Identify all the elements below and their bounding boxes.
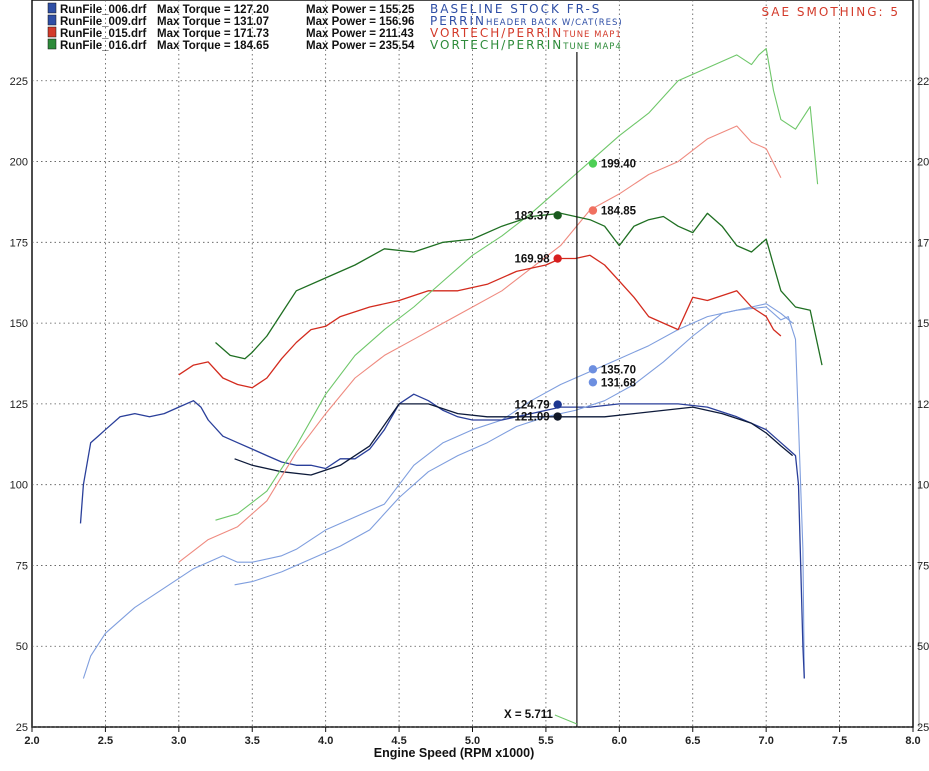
legend-tune: BASELINE STOCK FR-S bbox=[430, 2, 601, 16]
series-line-torque-1 bbox=[79, 393, 805, 679]
x-tick-label: 6.0 bbox=[612, 735, 627, 747]
x-tick-label: 5.0 bbox=[465, 735, 480, 747]
legend-tune-small: HEADER BACK W/CAT(RES) bbox=[486, 18, 623, 28]
x-tick-label: 7.0 bbox=[759, 735, 774, 747]
x-tick-label: 2.0 bbox=[24, 735, 39, 747]
y-tick-label-left: 200 bbox=[10, 157, 28, 169]
value-marker-label: 121.09 bbox=[514, 412, 549, 424]
x-tick-label: 3.0 bbox=[171, 735, 186, 747]
series-line-power-4 bbox=[178, 125, 782, 563]
y-tick-label-right: 200 bbox=[917, 157, 929, 169]
legend-power: Max Power = 156.96 bbox=[306, 16, 414, 28]
value-marker-label: 184.85 bbox=[601, 206, 637, 218]
y-tick-label-left: 50 bbox=[16, 641, 28, 653]
series-line-torque-7 bbox=[215, 212, 823, 366]
value-marker-dot bbox=[553, 400, 562, 409]
legend-file: RunFile_006.drf bbox=[60, 4, 146, 16]
legend-tune-small: TUNE MAP4 bbox=[562, 42, 622, 52]
x-tick-label: 6.5 bbox=[685, 735, 700, 747]
series-line-power-2 bbox=[234, 303, 793, 586]
x-tick-label: 4.0 bbox=[318, 735, 333, 747]
legend-torque: Max Torque = 171.73 bbox=[157, 28, 269, 40]
y-tick-label-left: 100 bbox=[10, 480, 28, 492]
legend-swatch bbox=[47, 2, 57, 14]
y-tick-label-left: 25 bbox=[16, 722, 28, 734]
value-marker-label: 135.70 bbox=[601, 364, 636, 376]
y-tick-label-left: 150 bbox=[10, 318, 28, 330]
y-tick-label-left: 175 bbox=[10, 237, 28, 249]
legend-swatch bbox=[47, 14, 57, 26]
value-marker-label: 169.98 bbox=[514, 254, 550, 266]
cursor-pointer-line bbox=[554, 714, 578, 725]
x-tick-label: 2.5 bbox=[98, 735, 113, 747]
value-marker-dot bbox=[588, 159, 598, 168]
legend-torque: Max Torque = 131.07 bbox=[157, 16, 269, 28]
series-line-power-6 bbox=[215, 47, 819, 521]
legend-entry-runfile-016: RunFile_016.drf Max Torque = 184.65 Max … bbox=[47, 38, 622, 52]
y-tick-label-right: 125 bbox=[917, 399, 929, 411]
legend-entry-runfile-006: RunFile_006.drf Max Torque = 127.20 Max … bbox=[47, 2, 601, 16]
legend-power: Max Power = 235.54 bbox=[306, 40, 415, 52]
axis-ticks: 2.0 2.5 3.0 3.5 4.0 4.5 5.0 5.5 6.0 6.5 7.0 7.5 8.02… bbox=[10, 76, 929, 747]
value-marker-dot bbox=[588, 206, 598, 215]
legend-file: RunFile_015.drf bbox=[60, 28, 146, 40]
y-tick-label-right: 25 bbox=[917, 722, 929, 734]
legend-file: RunFile_016.drf bbox=[60, 40, 146, 52]
legend-tune-main: VORTECH/PERRIN bbox=[430, 38, 563, 52]
legend-tune: PERRINHEADER BACK W/CAT(RES) bbox=[430, 14, 623, 28]
series-lines bbox=[79, 47, 823, 679]
value-marker-label: 124.79 bbox=[514, 400, 549, 412]
legend-tune-main: BASELINE STOCK FR-S bbox=[430, 2, 601, 16]
value-marker-dot bbox=[553, 211, 562, 220]
y-tick-label-left: 125 bbox=[10, 399, 28, 411]
value-marker-label: 199.40 bbox=[601, 158, 636, 170]
x-tick-label: 8.0 bbox=[905, 735, 920, 747]
legend-tune-small: TUNE MAP1 bbox=[562, 30, 622, 40]
value-marker-dot bbox=[553, 254, 562, 263]
value-marker-dot bbox=[588, 365, 598, 374]
series-line-torque-3 bbox=[234, 403, 794, 476]
legend: RunFile_006.drf Max Torque = 127.20 Max … bbox=[47, 2, 623, 52]
legend-entry-runfile-015: RunFile_015.drf Max Torque = 171.73 Max … bbox=[47, 26, 622, 40]
series-line-power-0 bbox=[82, 306, 805, 679]
legend-torque: Max Torque = 184.65 bbox=[157, 40, 270, 52]
y-tick-label-right: 50 bbox=[917, 641, 929, 653]
legend-tune-main: VORTECH/PERRIN bbox=[430, 26, 563, 40]
x-tick-label: 5.5 bbox=[538, 735, 553, 747]
legend-power: Max Power = 155.25 bbox=[306, 4, 415, 16]
legend-tune-main: PERRIN bbox=[430, 14, 486, 28]
value-marker-dot bbox=[553, 412, 562, 421]
legend-power: Max Power = 211.43 bbox=[306, 28, 414, 40]
legend-tune: VORTECH/PERRINTUNE MAP4 bbox=[430, 38, 622, 52]
cursor-label: X = 5.711 bbox=[504, 709, 554, 721]
legend-tune: VORTECH/PERRINTUNE MAP1 bbox=[430, 26, 622, 40]
y-tick-label-right: 150 bbox=[917, 318, 929, 330]
legend-file: RunFile_009.drf bbox=[60, 16, 146, 28]
legend-swatch bbox=[47, 38, 57, 50]
value-marker-label: 183.37 bbox=[514, 210, 549, 222]
x-tick-label: 7.5 bbox=[832, 735, 847, 747]
y-tick-label-right: 225 bbox=[917, 76, 929, 88]
y-tick-label-left: 225 bbox=[10, 76, 28, 88]
legend-swatch bbox=[47, 26, 57, 38]
value-marker-dot bbox=[588, 378, 598, 387]
y-tick-label-right: 175 bbox=[917, 237, 929, 249]
x-tick-label: 4.5 bbox=[391, 735, 406, 747]
smoothing-label: SAE SMOTHING: 5 bbox=[761, 5, 900, 19]
y-tick-label-right: 75 bbox=[917, 560, 929, 572]
x-tick-label: 3.5 bbox=[245, 735, 260, 747]
y-tick-label-left: 75 bbox=[16, 560, 28, 572]
legend-entry-runfile-009: RunFile_009.drf Max Torque = 131.07 Max … bbox=[47, 14, 623, 28]
value-marker-label: 131.68 bbox=[601, 377, 637, 389]
legend-torque: Max Torque = 127.20 bbox=[157, 4, 269, 16]
y-tick-label-right: 100 bbox=[917, 480, 929, 492]
series-line-torque-5 bbox=[178, 254, 782, 389]
x-axis-title: Engine Speed (RPM x1000) bbox=[374, 746, 534, 760]
